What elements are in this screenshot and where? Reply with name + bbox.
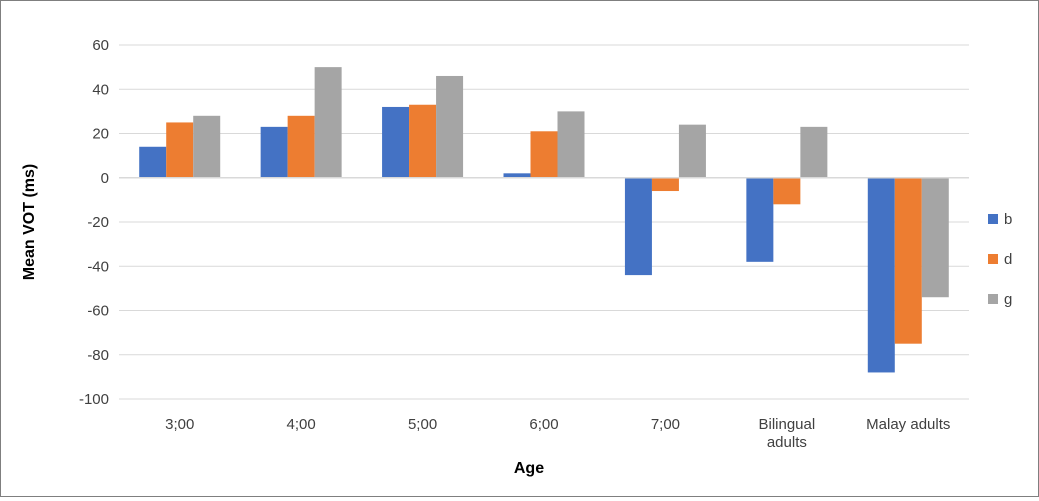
bar-d-bilingual-adults (773, 177, 801, 205)
bar-b-5-00 (382, 106, 410, 178)
y-tick-label: 0 (101, 170, 109, 187)
legend-label-g: g (1004, 291, 1012, 308)
bar-d-7-00 (651, 177, 679, 192)
x-tick-label: 5;00 (408, 416, 437, 433)
legend-swatch-g (988, 294, 998, 304)
x-tick-labels: 3;00 4;00 5;00 6;00 7;00 Bilingual adults Malay… (165, 416, 950, 451)
bar-b-6-00 (503, 173, 531, 178)
legend-label-d: d (1004, 251, 1012, 268)
bar-b-3-00 (139, 146, 167, 178)
x-tick-label: 4;00 (287, 416, 316, 433)
legend: b d g (988, 211, 1012, 308)
x-tick-label: 6;00 (529, 416, 558, 433)
bar-g-3-00 (193, 115, 221, 178)
x-tick-label: 3;00 (165, 416, 194, 433)
legend-label-b: b (1004, 211, 1012, 228)
bar-d-4-00 (287, 115, 315, 178)
bar-d-3-00 (166, 122, 194, 178)
y-tick-label: 20 (92, 126, 109, 143)
bar-b-malay-adults (867, 177, 895, 373)
bar-d-6-00 (530, 131, 558, 178)
legend-swatch-d (988, 254, 998, 264)
bar-g-malay-adults (921, 177, 949, 298)
bar-b-bilingual-adults (746, 177, 774, 262)
bar-g-4-00 (314, 67, 342, 178)
x-tick-label: Malay adults (866, 416, 950, 433)
y-tick-label: -100 (79, 391, 109, 408)
bar-g-5-00 (436, 75, 464, 178)
bar-b-7-00 (624, 177, 652, 276)
y-tick-label: -20 (87, 214, 109, 231)
bar-g-6-00 (557, 111, 585, 178)
y-tick-label: -40 (87, 258, 109, 275)
x-tick-label: Bilingual adults (758, 416, 815, 451)
bar-g-bilingual-adults (800, 126, 828, 178)
y-tick-labels: 60 40 20 0 -20 -40 -60 -80 -100 (79, 37, 109, 408)
legend-swatch-b (988, 214, 998, 224)
y-tick-label: 40 (92, 81, 109, 98)
x-tick-label: 7;00 (651, 416, 680, 433)
y-axis-title: Mean VOT (ms) (21, 164, 38, 280)
bar-g-7-00 (678, 124, 706, 178)
y-tick-label: 60 (92, 37, 109, 54)
y-tick-label: -80 (87, 347, 109, 364)
y-tick-label: -60 (87, 303, 109, 320)
gridlines (119, 44, 969, 400)
bar-d-malay-adults (894, 177, 922, 344)
x-axis-title: Age (514, 460, 544, 477)
bars (139, 67, 949, 373)
bar-b-4-00 (260, 126, 288, 178)
bar-d-5-00 (409, 104, 437, 178)
